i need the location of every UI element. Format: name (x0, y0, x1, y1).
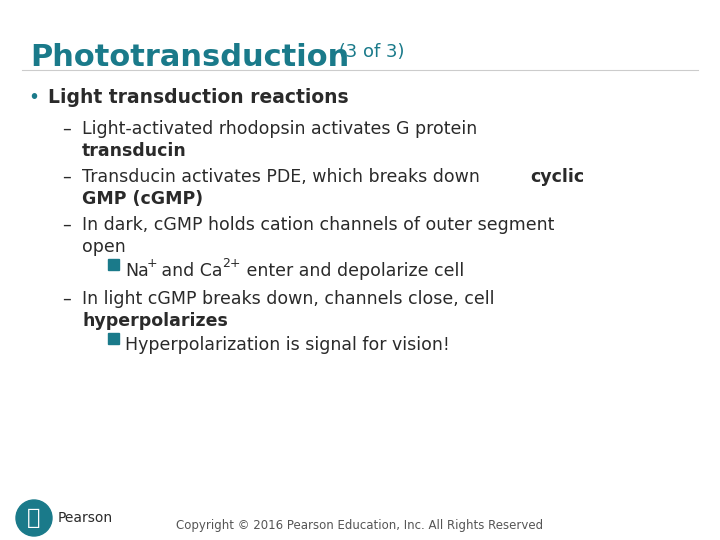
Text: In dark, cGMP holds cation channels of outer segment: In dark, cGMP holds cation channels of o… (82, 216, 554, 234)
Text: Copyright © 2016 Pearson Education, Inc. All Rights Reserved: Copyright © 2016 Pearson Education, Inc.… (176, 519, 544, 532)
Circle shape (16, 500, 52, 536)
Text: cyclic: cyclic (530, 168, 584, 186)
Text: (3 of 3): (3 of 3) (333, 43, 405, 61)
Text: Hyperpolarization is signal for vision!: Hyperpolarization is signal for vision! (125, 336, 450, 354)
Text: Light transduction reactions: Light transduction reactions (48, 88, 348, 107)
Bar (108, 259, 119, 270)
Text: Ⓟ: Ⓟ (27, 508, 41, 528)
Text: Na: Na (125, 262, 149, 280)
Text: transducin: transducin (82, 142, 186, 160)
Text: –: – (62, 290, 71, 308)
Text: +: + (147, 257, 158, 270)
Text: Phototransduction: Phototransduction (30, 43, 349, 72)
Text: –: – (62, 120, 71, 138)
Text: 2+: 2+ (222, 257, 240, 270)
Text: Light-activated rhodopsin activates G protein: Light-activated rhodopsin activates G pr… (82, 120, 477, 138)
Text: enter and depolarize cell: enter and depolarize cell (241, 262, 464, 280)
Bar (108, 333, 119, 344)
Text: –: – (62, 216, 71, 234)
Text: and Ca: and Ca (156, 262, 222, 280)
Text: hyperpolarizes: hyperpolarizes (82, 312, 228, 330)
Text: –: – (62, 168, 71, 186)
Text: Transducin activates PDE, which breaks down: Transducin activates PDE, which breaks d… (82, 168, 485, 186)
Text: In light cGMP breaks down, channels close, cell: In light cGMP breaks down, channels clos… (82, 290, 495, 308)
Text: Pearson: Pearson (58, 511, 113, 525)
Text: open: open (82, 238, 126, 256)
Text: •: • (28, 88, 39, 107)
Text: GMP (cGMP): GMP (cGMP) (82, 190, 203, 208)
